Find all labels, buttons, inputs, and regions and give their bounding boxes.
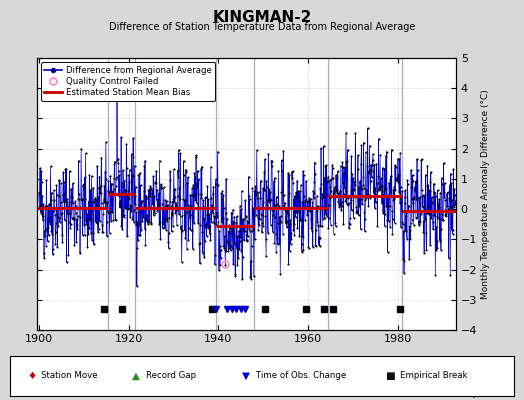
Legend: Difference from Regional Average, Quality Control Failed, Estimated Station Mean: Difference from Regional Average, Qualit… xyxy=(41,62,215,100)
Text: Record Gap: Record Gap xyxy=(146,372,196,380)
Text: Difference of Station Temperature Data from Regional Average: Difference of Station Temperature Data f… xyxy=(109,22,415,32)
Text: ▼: ▼ xyxy=(242,371,250,381)
Text: Berkeley Earth: Berkeley Earth xyxy=(436,388,508,398)
Text: ♦: ♦ xyxy=(27,371,36,381)
Text: ▲: ▲ xyxy=(132,371,140,381)
Text: Empirical Break: Empirical Break xyxy=(400,372,467,380)
Y-axis label: Monthly Temperature Anomaly Difference (°C): Monthly Temperature Anomaly Difference (… xyxy=(482,89,490,299)
Text: ■: ■ xyxy=(386,371,395,381)
Text: KINGMAN-2: KINGMAN-2 xyxy=(212,10,312,25)
Text: Station Move: Station Move xyxy=(41,372,97,380)
Text: Time of Obs. Change: Time of Obs. Change xyxy=(256,372,346,380)
